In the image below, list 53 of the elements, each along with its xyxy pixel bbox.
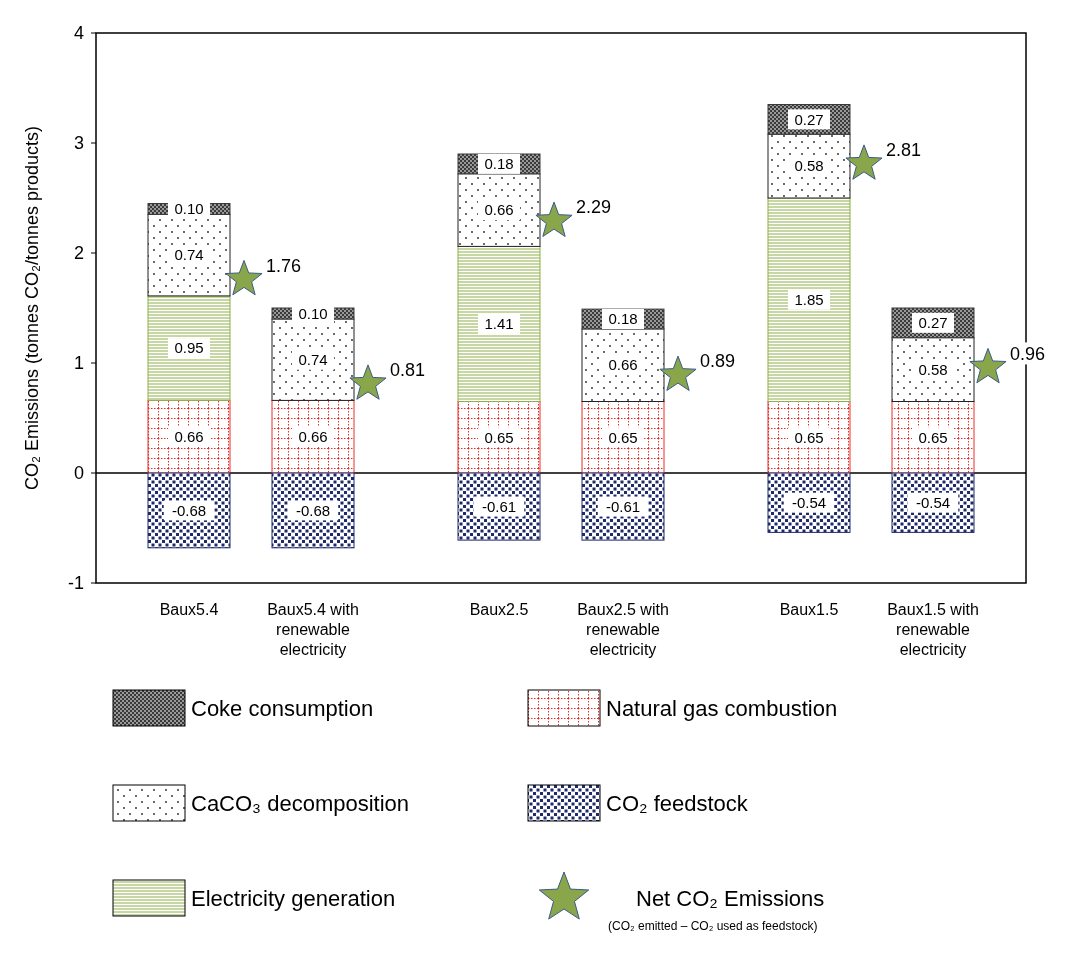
- data-label: 0.18: [484, 155, 514, 173]
- data-label: 0.66: [298, 427, 328, 445]
- data-label: -0.61: [481, 497, 517, 515]
- data-label: 0.27: [918, 314, 948, 332]
- data-label: 0.66: [608, 356, 638, 374]
- data-label: 0.74: [298, 350, 328, 368]
- data-label: 0.18: [608, 310, 638, 328]
- data-label: -0.54: [915, 493, 951, 511]
- data-label: 0.65: [794, 428, 824, 446]
- x-tick-label: Baux1.5: [779, 601, 839, 618]
- legend-label: Net CO₂ Emissions: [636, 885, 825, 911]
- data-label: 0.27: [794, 110, 824, 128]
- data-label: 1.85: [794, 291, 824, 308]
- data-label: 0.81: [390, 360, 426, 381]
- x-tick-label: Baux5.4 with renewable electricity: [267, 601, 359, 658]
- data-label: 1.76: [266, 255, 302, 276]
- y-tick-label: 3: [73, 133, 84, 154]
- data-label: 0.65: [484, 428, 514, 446]
- data-label: 0.10: [298, 304, 328, 322]
- data-label: 1.41: [484, 315, 514, 333]
- data-label: 0.96: [1010, 343, 1046, 364]
- y-tick-label: 0: [73, 463, 84, 484]
- x-tick-label: Baux5.4: [159, 601, 219, 618]
- legend-label: Coke consumption: [191, 695, 374, 721]
- data-label: 0.65: [918, 428, 948, 446]
- y-tick-label: 4: [73, 23, 84, 44]
- data-label: 2.29: [576, 197, 612, 218]
- data-label: 0.65: [608, 428, 638, 446]
- data-label: 2.81: [886, 140, 922, 161]
- legend-label: CO₂ feedstock: [606, 790, 749, 816]
- data-label: -0.54: [791, 493, 827, 511]
- data-label: 0.58: [918, 360, 948, 378]
- data-label: -0.68: [295, 501, 331, 519]
- legend-label: CaCO₃ decomposition: [191, 790, 410, 816]
- data-label: -0.61: [605, 497, 641, 515]
- y-tick-label: 1: [73, 353, 84, 374]
- data-label: 0.74: [174, 246, 204, 264]
- data-label: 0.89: [700, 351, 736, 372]
- text: (CO₂ emitted – CO₂ used as feedstock): [608, 919, 818, 934]
- x-tick-label: Baux2.5: [469, 601, 529, 618]
- data-label: -0.68: [171, 501, 207, 519]
- y-tick-label: 2: [73, 243, 84, 264]
- data-label: 0.66: [174, 427, 204, 445]
- x-tick-label: Baux1.5 with renewable electricity: [887, 601, 979, 658]
- data-label: 0.58: [794, 157, 824, 175]
- data-label: 0.95: [174, 339, 204, 357]
- x-tick-label: Baux2.5 with renewable electricity: [577, 601, 669, 658]
- data-label: 0.66: [484, 201, 514, 219]
- data-label: 0.10: [174, 200, 204, 218]
- y-tick-label: -1: [67, 573, 84, 594]
- y-axis-title: CO₂ Emissions (tonnes CO₂/tonnes products): [22, 125, 42, 491]
- legend-label: Natural gas combustion: [606, 695, 838, 721]
- legend-label: Electricity generation: [191, 885, 396, 911]
